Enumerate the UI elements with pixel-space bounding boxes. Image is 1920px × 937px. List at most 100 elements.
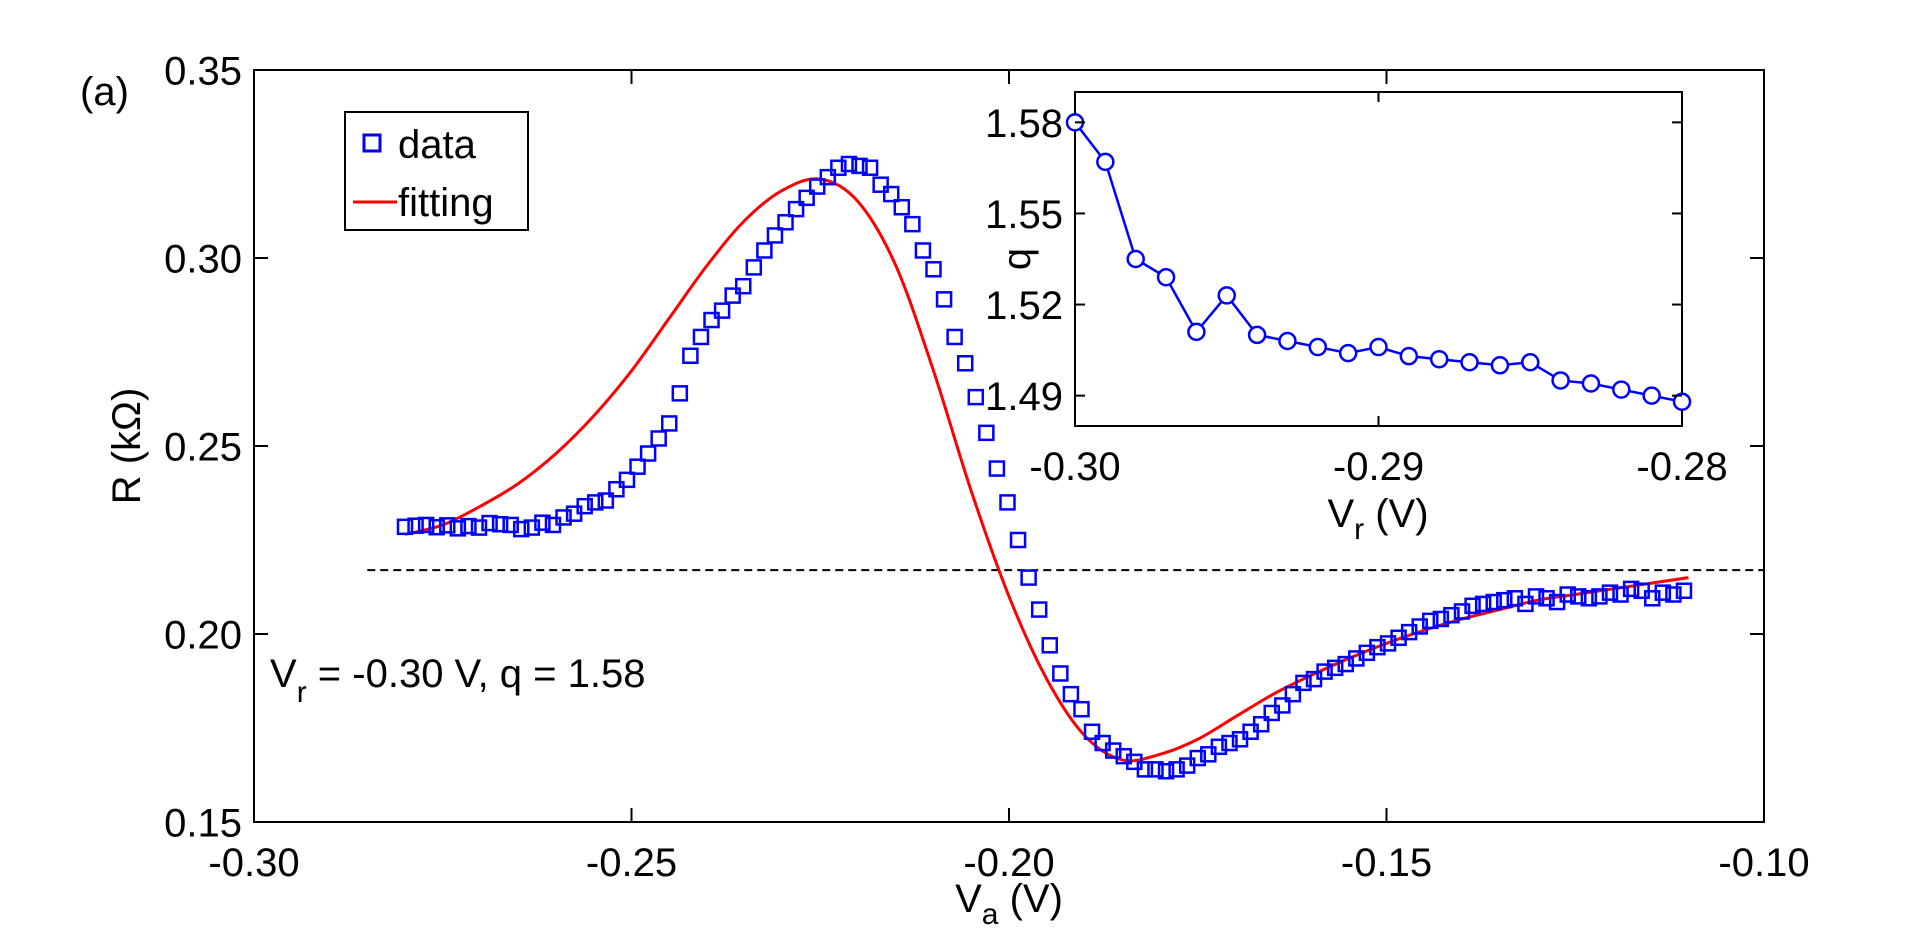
- inset-data-point: [1126, 249, 1145, 269]
- data-point: [787, 200, 805, 218]
- data-point: [1252, 715, 1270, 733]
- data-point: [1570, 588, 1587, 605]
- data-point: [1601, 584, 1619, 601]
- inset-data-point: [1672, 392, 1692, 411]
- data-point: [671, 385, 689, 402]
- data-point: [587, 494, 604, 511]
- main-x-tick-label: -0.20: [963, 841, 1054, 885]
- inset-data-point: [1612, 380, 1631, 399]
- data-point: [1147, 761, 1164, 778]
- inset-data-point: [1096, 152, 1115, 172]
- data-point: [1030, 601, 1048, 618]
- data-point: [1654, 584, 1672, 601]
- data-point: [861, 159, 879, 177]
- data-point: [1020, 569, 1037, 586]
- data-point: [1665, 586, 1682, 603]
- inset-y-tick-label: 1.49: [985, 375, 1063, 419]
- data-point: [978, 424, 995, 442]
- data-point: [1644, 590, 1661, 607]
- inset-data-point: [1490, 356, 1510, 375]
- data-point: [534, 514, 551, 531]
- data-point: [724, 287, 741, 304]
- data-point: [1009, 531, 1027, 549]
- main-y-axis-label: R (kΩ): [105, 388, 149, 505]
- inset-data-point: [1247, 325, 1267, 345]
- data-point: [766, 227, 784, 244]
- data-point: [872, 176, 889, 193]
- inset-data-point: [1521, 352, 1540, 372]
- data-point: [904, 215, 921, 233]
- data-point: [407, 517, 424, 534]
- legend-data-marker: [362, 133, 382, 153]
- main-x-axis-label-sub: a: [982, 898, 999, 931]
- data-point: [808, 178, 826, 195]
- data-point: [756, 242, 773, 259]
- inset-data-markers: [1065, 113, 1692, 411]
- legend: data fitting: [344, 111, 529, 231]
- main-y-tick-label: 0.35: [164, 49, 242, 93]
- data-point: [914, 242, 932, 259]
- data-point: [1538, 590, 1555, 607]
- data-point: [618, 471, 636, 489]
- data-point: [1210, 738, 1228, 756]
- data-point: [882, 185, 900, 203]
- data-point: [1168, 761, 1185, 778]
- data-point: [1326, 659, 1344, 677]
- data-point: [502, 516, 519, 534]
- data-point: [1379, 635, 1397, 652]
- inset-data-point: [1338, 343, 1358, 363]
- data-point: [1104, 742, 1122, 759]
- main-x-ticks: -0.30 -0.25 -0.20 -0.15 -0.10: [208, 70, 1810, 885]
- inset-x-tick-label: -0.28: [1636, 445, 1727, 489]
- inset-x-tick-label: -0.30: [1029, 445, 1120, 489]
- data-point: [703, 311, 720, 329]
- data-point: [1580, 590, 1598, 607]
- data-point: [1284, 685, 1302, 703]
- inset-y-ticks: 1.49 1.52 1.55 1.58: [985, 102, 1682, 419]
- data-point: [417, 516, 435, 534]
- data-point: [1369, 638, 1386, 656]
- data-point: [1675, 582, 1693, 600]
- data-point: [682, 347, 699, 365]
- data-point: [639, 445, 657, 462]
- data-point: [851, 157, 868, 175]
- inset-x-axis-label: Vr (V): [1327, 492, 1428, 546]
- legend-box: [344, 111, 529, 231]
- data-point: [956, 355, 974, 372]
- data-point: [692, 328, 710, 346]
- data-point: [798, 189, 815, 207]
- main-y-tick-label: 0.15: [164, 801, 242, 845]
- inset-data-point: [1460, 352, 1479, 372]
- data-point: [1622, 580, 1640, 598]
- data-point: [946, 328, 963, 346]
- inset-data-point: [1278, 331, 1297, 351]
- data-point: [650, 430, 667, 447]
- data-point: [893, 198, 911, 216]
- inset-y-tick-label: 1.58: [985, 102, 1063, 146]
- data-point: [1337, 655, 1354, 673]
- data-point: [555, 509, 572, 526]
- data-point: [1073, 700, 1090, 718]
- data-point: [597, 492, 615, 509]
- data-point: [1422, 612, 1439, 630]
- data-point: [1496, 591, 1513, 609]
- data-point: [1062, 685, 1080, 703]
- inset-data-point: [1217, 286, 1236, 305]
- data-point: [491, 515, 509, 533]
- inset-data-point: [1369, 337, 1388, 357]
- inset-data-point: [1156, 267, 1176, 287]
- inset-x-tick-label: -0.29: [1333, 445, 1424, 489]
- inset-plot-area: [1074, 91, 1683, 427]
- data-point: [1506, 590, 1524, 607]
- inset-x-axis-label-sub: r: [1354, 513, 1364, 546]
- data-point: [935, 291, 953, 308]
- main-x-tick-label: -0.15: [1341, 841, 1432, 885]
- inset-data-point: [1642, 386, 1661, 405]
- main-data-markers: [396, 155, 1693, 780]
- data-point: [925, 261, 942, 278]
- data-point: [439, 517, 456, 534]
- data-point: [661, 415, 678, 432]
- inset-x-ticks: -0.30 -0.29 -0.28: [1029, 92, 1728, 489]
- data-point: [460, 517, 477, 535]
- main-y-ticks: 0.15 0.20 0.25 0.30 0.35: [164, 49, 1764, 845]
